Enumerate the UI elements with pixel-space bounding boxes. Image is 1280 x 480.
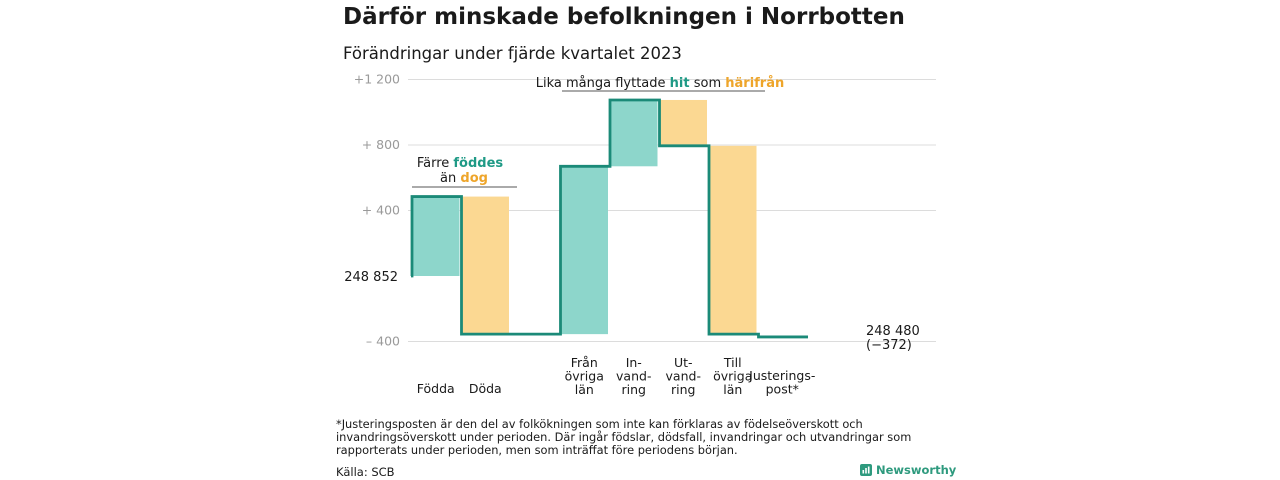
category-label: Födda: [417, 381, 455, 396]
category-label: Till: [723, 355, 742, 370]
annotation-fodda-line2: än dog: [440, 171, 488, 186]
y-tick-label: + 400: [362, 203, 400, 218]
waterfall-bar: [659, 99, 707, 146]
y-tick-label: + 800: [362, 137, 400, 152]
chart-subtitle: Förändringar under fjärde kvartalet 2023: [343, 44, 682, 63]
y-tick-label: – 400: [366, 334, 400, 349]
category-label: Ut-: [674, 355, 693, 370]
waterfall-bar: [709, 145, 757, 335]
annotation-fodda-line1: Färre föddes: [417, 156, 504, 171]
start-value-label: 248 852: [344, 270, 398, 285]
category-label: övriga: [565, 369, 604, 384]
waterfall-bar: [610, 99, 658, 167]
category-label: Justerings-: [748, 368, 815, 383]
category-label: ring: [671, 382, 695, 397]
category-label: Från: [571, 355, 598, 370]
waterfall-bar: [560, 166, 608, 335]
source-label: Källa: SCB: [336, 465, 395, 479]
waterfall-bar: [412, 196, 460, 276]
category-label: vand-: [616, 369, 651, 384]
category-label: vand-: [666, 369, 701, 384]
y-tick-label: +1 200: [354, 72, 400, 87]
brand-name: Newsworthy: [876, 463, 957, 477]
category-label: In-: [626, 355, 642, 370]
category-label: post*: [766, 382, 799, 397]
category-label: övriga: [713, 369, 752, 384]
category-label: län: [575, 382, 594, 397]
end-change-label: (−372): [866, 338, 912, 353]
category-label: Döda: [469, 381, 502, 396]
newsworthy-logo: Newsworthy: [860, 463, 956, 477]
end-value-label: 248 480: [866, 324, 920, 339]
annotation-flytt: Lika många flyttade hit som härifrån: [536, 76, 785, 91]
category-label: län: [723, 382, 742, 397]
waterfall-bar: [461, 196, 509, 335]
chart-title: Därför minskade befolkningen i Norrbotte…: [343, 4, 905, 30]
footnote: *Justeringsposten är den del av folkökni…: [336, 417, 912, 457]
category-label: ring: [622, 382, 646, 397]
running-total-line: [410, 98, 808, 339]
newsworthy-icon: [860, 464, 872, 476]
